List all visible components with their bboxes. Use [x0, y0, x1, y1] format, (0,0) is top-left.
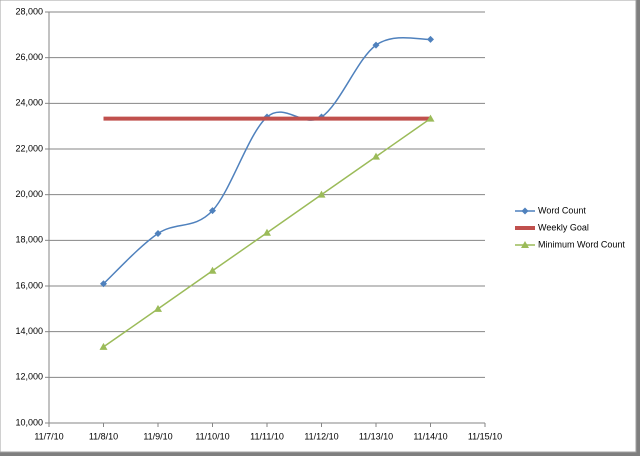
- marker: [427, 35, 434, 43]
- marker: [372, 41, 380, 49]
- y-tick-label: 18,000: [15, 235, 43, 245]
- marker: [521, 207, 529, 215]
- marker: [426, 114, 435, 122]
- marker: [100, 280, 107, 288]
- x-tick-label: 11/12/10: [304, 431, 338, 441]
- x-tick-label: 11/13/10: [359, 431, 393, 441]
- y-tick-label: 22,000: [15, 143, 43, 153]
- x-tick-label: 11/11/10: [250, 431, 284, 441]
- marker: [99, 342, 108, 350]
- x-tick-label: 11/14/10: [413, 431, 447, 441]
- y-tick-label: 28,000: [15, 6, 43, 16]
- y-tick-label: 12,000: [15, 372, 43, 382]
- x-tick-label: 11/7/10: [34, 431, 63, 441]
- marker: [209, 207, 216, 215]
- x-tick-label: 11/8/10: [89, 431, 118, 441]
- x-tick-label: 11/9/10: [143, 431, 172, 441]
- legend-label: Minimum Word Count: [538, 239, 625, 249]
- marker: [154, 304, 162, 312]
- y-tick-label: 14,000: [15, 326, 43, 336]
- y-tick-label: 20,000: [15, 189, 43, 199]
- marker: [372, 152, 380, 160]
- marker: [208, 266, 217, 274]
- y-tick-label: 16,000: [15, 280, 43, 290]
- y-tick-label: 10,000: [15, 417, 43, 427]
- y-tick-label: 26,000: [15, 52, 43, 62]
- marker: [263, 228, 271, 236]
- legend-label: Weekly Goal: [538, 222, 589, 232]
- marker: [521, 241, 529, 248]
- legend-label: Word Count: [538, 205, 586, 215]
- x-tick-label: 11/15/10: [468, 431, 502, 441]
- x-tick-label: 11/10/10: [195, 431, 229, 441]
- y-tick-label: 24,000: [15, 98, 43, 108]
- marker: [154, 229, 162, 237]
- marker: [317, 190, 326, 198]
